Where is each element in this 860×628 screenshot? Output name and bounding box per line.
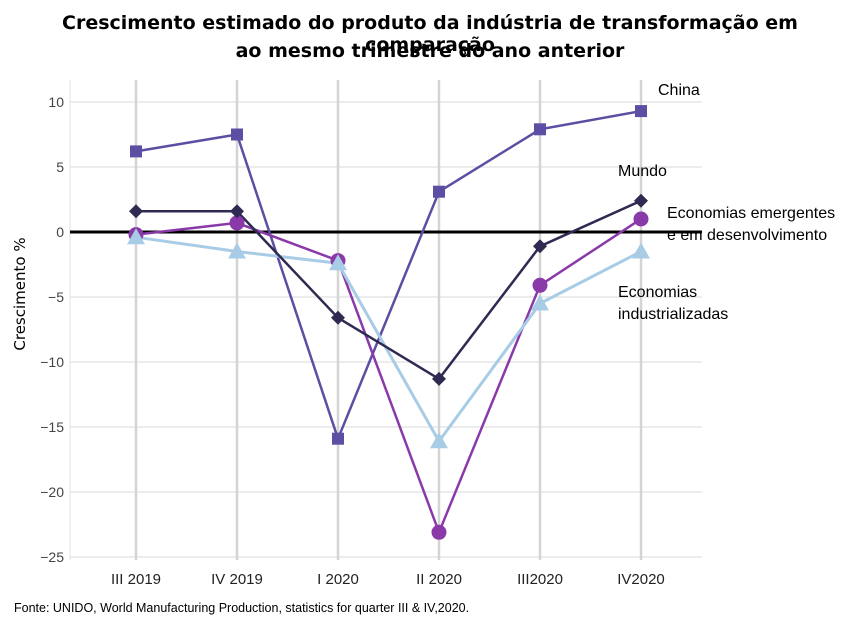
chart-title-line-1: Crescimento estimado do produto da indús… [62, 12, 798, 56]
data-point-square [635, 105, 647, 118]
y-tick-label: −10 [40, 354, 64, 370]
x-tick-label: IV2020 [617, 571, 665, 588]
data-point-triangle [531, 294, 549, 311]
y-tick-label: 0 [56, 224, 64, 240]
data-point-circle [229, 215, 245, 231]
series-label: Economias [618, 284, 697, 301]
x-tick-label: III2020 [517, 571, 563, 588]
data-point-triangle [127, 228, 145, 245]
data-point-circle [431, 524, 447, 540]
data-point-diamond [432, 371, 446, 386]
source-note: Fonte: UNIDO, World Manufacturing Produc… [14, 601, 470, 615]
y-tick-label: −25 [40, 549, 64, 565]
x-tick-label: III 2019 [111, 571, 161, 588]
y-tick-label: 5 [56, 159, 64, 175]
y-tick-label: −5 [48, 289, 64, 305]
y-tick-label: −15 [40, 419, 64, 435]
data-point-triangle [228, 242, 246, 259]
series-label: China [658, 82, 700, 99]
data-point-square [332, 432, 344, 445]
data-point-diamond [533, 239, 547, 254]
x-tick-label: I 2020 [317, 571, 359, 588]
x-tick-label: II 2020 [416, 571, 462, 588]
chart-title-line-2: ao mesmo trimestre do ano anterior [235, 40, 625, 62]
series-label: industrializadas [618, 306, 728, 323]
data-point-triangle [329, 254, 347, 271]
data-point-circle [633, 211, 649, 227]
series-label: e em desenvolvimento [667, 227, 827, 244]
data-point-square [433, 185, 445, 198]
data-point-diamond [230, 204, 244, 219]
data-point-triangle [430, 432, 448, 449]
series-line [135, 109, 642, 440]
series-label: Mundo [618, 163, 667, 180]
data-point-square [130, 145, 142, 158]
series-line [135, 217, 642, 534]
y-tick-label: −20 [40, 484, 64, 500]
series-line [135, 235, 642, 443]
data-point-diamond [634, 193, 648, 208]
data-point-square [231, 128, 243, 141]
data-point-diamond [129, 204, 143, 219]
series-line [136, 199, 642, 381]
series-label: Economias emergentes [667, 205, 835, 222]
data-point-diamond [331, 310, 345, 325]
y-tick-label: 10 [48, 94, 64, 110]
x-tick-label: IV 2019 [211, 571, 263, 588]
data-point-circle [532, 277, 548, 293]
data-point-square [534, 123, 546, 136]
data-point-triangle [632, 242, 650, 259]
